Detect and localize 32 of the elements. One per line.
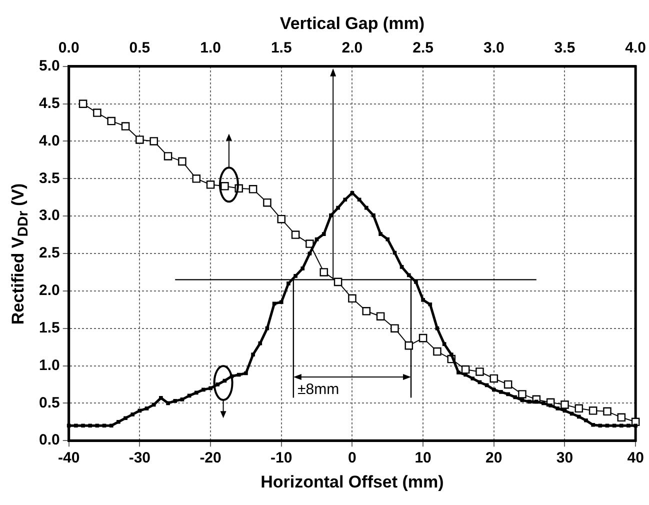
x-axis-title: Horizontal Offset (mm) (260, 472, 444, 492)
x-tick-label: 0 (348, 450, 356, 467)
x2-axis-title: Vertical Gap (mm) (280, 14, 424, 33)
y-tick-label: 0.0 (38, 432, 60, 449)
x-tick-label: -20 (200, 450, 222, 467)
x2-tick-label: 4.0 (625, 40, 646, 57)
y-tick-label: 2.5 (38, 244, 60, 262)
x-tick-label: 30 (556, 450, 574, 467)
y-tick-label: 2.0 (38, 282, 60, 300)
y-tick-label: 4.5 (38, 94, 60, 112)
y-tick-label: 3.5 (38, 170, 60, 187)
x2-tick-label: 0.5 (129, 40, 150, 57)
y-tick-label: 1.0 (38, 356, 60, 374)
x2-tick-label: 3.5 (554, 40, 576, 57)
x-tick-label: 40 (627, 450, 644, 467)
x-tick-label: -10 (270, 450, 292, 467)
x-tick-label: 10 (414, 450, 432, 467)
x-tick-label: -40 (58, 450, 80, 467)
y-tick-label: 3.0 (38, 207, 60, 224)
y-tick-label: 0.5 (38, 394, 60, 412)
y-tick-label: 1.5 (38, 319, 60, 336)
x-tick-label: 20 (486, 450, 502, 467)
annotation: ±8mm (298, 380, 340, 398)
y-tick-label: 4.0 (38, 132, 60, 150)
x2-tick-label: 0.0 (58, 40, 80, 57)
x2-tick-label: 1.0 (200, 40, 221, 57)
x2-tick-label: 2.0 (342, 40, 363, 57)
x-tick-label: -30 (128, 450, 151, 467)
x2-tick-label: 3.0 (483, 40, 504, 57)
x2-tick-label: 1.5 (270, 40, 292, 57)
y-tick-label: 5.0 (38, 58, 60, 75)
x2-tick-label: 2.5 (412, 40, 434, 57)
